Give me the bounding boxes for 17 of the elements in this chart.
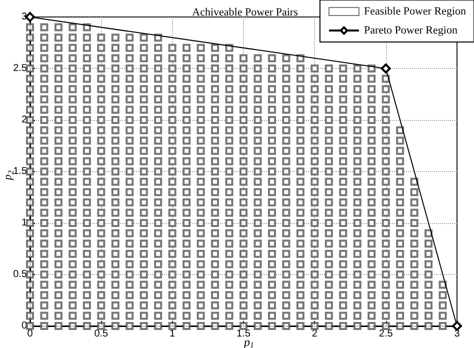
x-tick-label: 2.5 xyxy=(378,328,394,340)
y-tick-label: 2.5 xyxy=(13,63,28,74)
chart-title: Achiveable Power Pairs xyxy=(192,6,298,18)
y-tick-label: 1.5 xyxy=(13,166,28,177)
y-tick-label: 0.5 xyxy=(13,269,28,280)
point xyxy=(380,64,391,74)
x-tick-label: 1.5 xyxy=(236,328,251,340)
x-tick-label: 0.5 xyxy=(94,328,109,340)
y-axis-title: p2 xyxy=(2,170,16,181)
legend-label: Feasible Power Region xyxy=(364,6,466,18)
point xyxy=(452,321,462,331)
y-tick-label: 0 xyxy=(21,320,28,332)
x-tick-label: 2 xyxy=(312,328,318,340)
legend-label: Pareto Power Region xyxy=(364,24,458,36)
y-tick-label: 1 xyxy=(21,218,28,228)
y-tick-label: 2 xyxy=(21,114,28,126)
x-tick-label: 1 xyxy=(170,328,176,340)
